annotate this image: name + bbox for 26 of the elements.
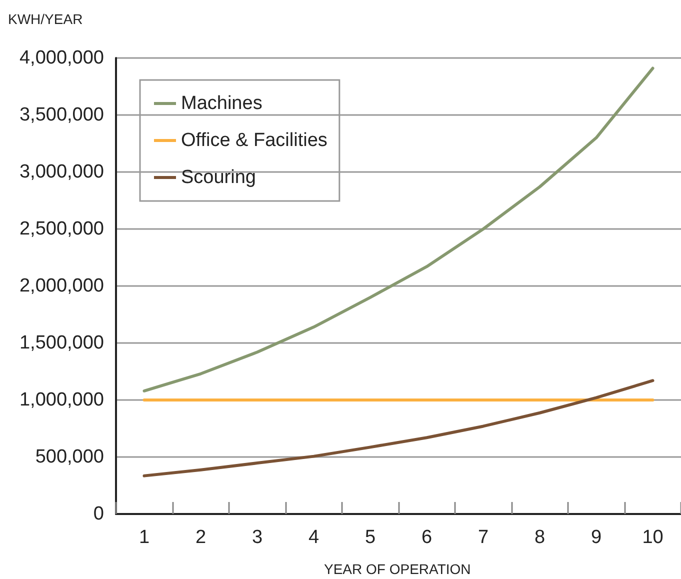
line-series [142,379,654,478]
x-axis-title: YEAR OF OPERATION [324,561,471,577]
y-tick-label: 4,000,000 [19,48,104,68]
y-tick-label: 1,000,000 [19,390,104,410]
x-tick-label: 1 [138,527,150,548]
y-tick-label: 0 [93,504,104,524]
x-tick-label: 9 [590,527,602,548]
legend-label: Scouring [181,167,256,188]
line-series [142,66,654,392]
x-tick-label: 8 [534,527,546,548]
legend-label: Machines [181,93,262,114]
x-tick-label: 2 [195,527,206,548]
x-tick-label: 10 [642,527,664,548]
x-tick-label: 5 [364,527,376,548]
y-tick-label: 1,500,000 [19,332,104,354]
x-tick-label: 3 [252,527,263,548]
x-tick-label: 4 [308,527,320,548]
y-tick-label: 3,500,000 [19,104,104,126]
legend-label: Office & Facilities [181,130,328,151]
y-axis-title: KWH/YEAR [8,11,83,27]
y-tick-label: 3,000,000 [19,162,104,182]
y-tick-label: 500,000 [35,446,104,468]
x-tick-label: 6 [421,527,432,548]
y-tick-label: 2,000,000 [19,276,104,296]
x-tick-label: 7 [478,527,489,548]
y-tick-label: 2,500,000 [19,218,104,240]
